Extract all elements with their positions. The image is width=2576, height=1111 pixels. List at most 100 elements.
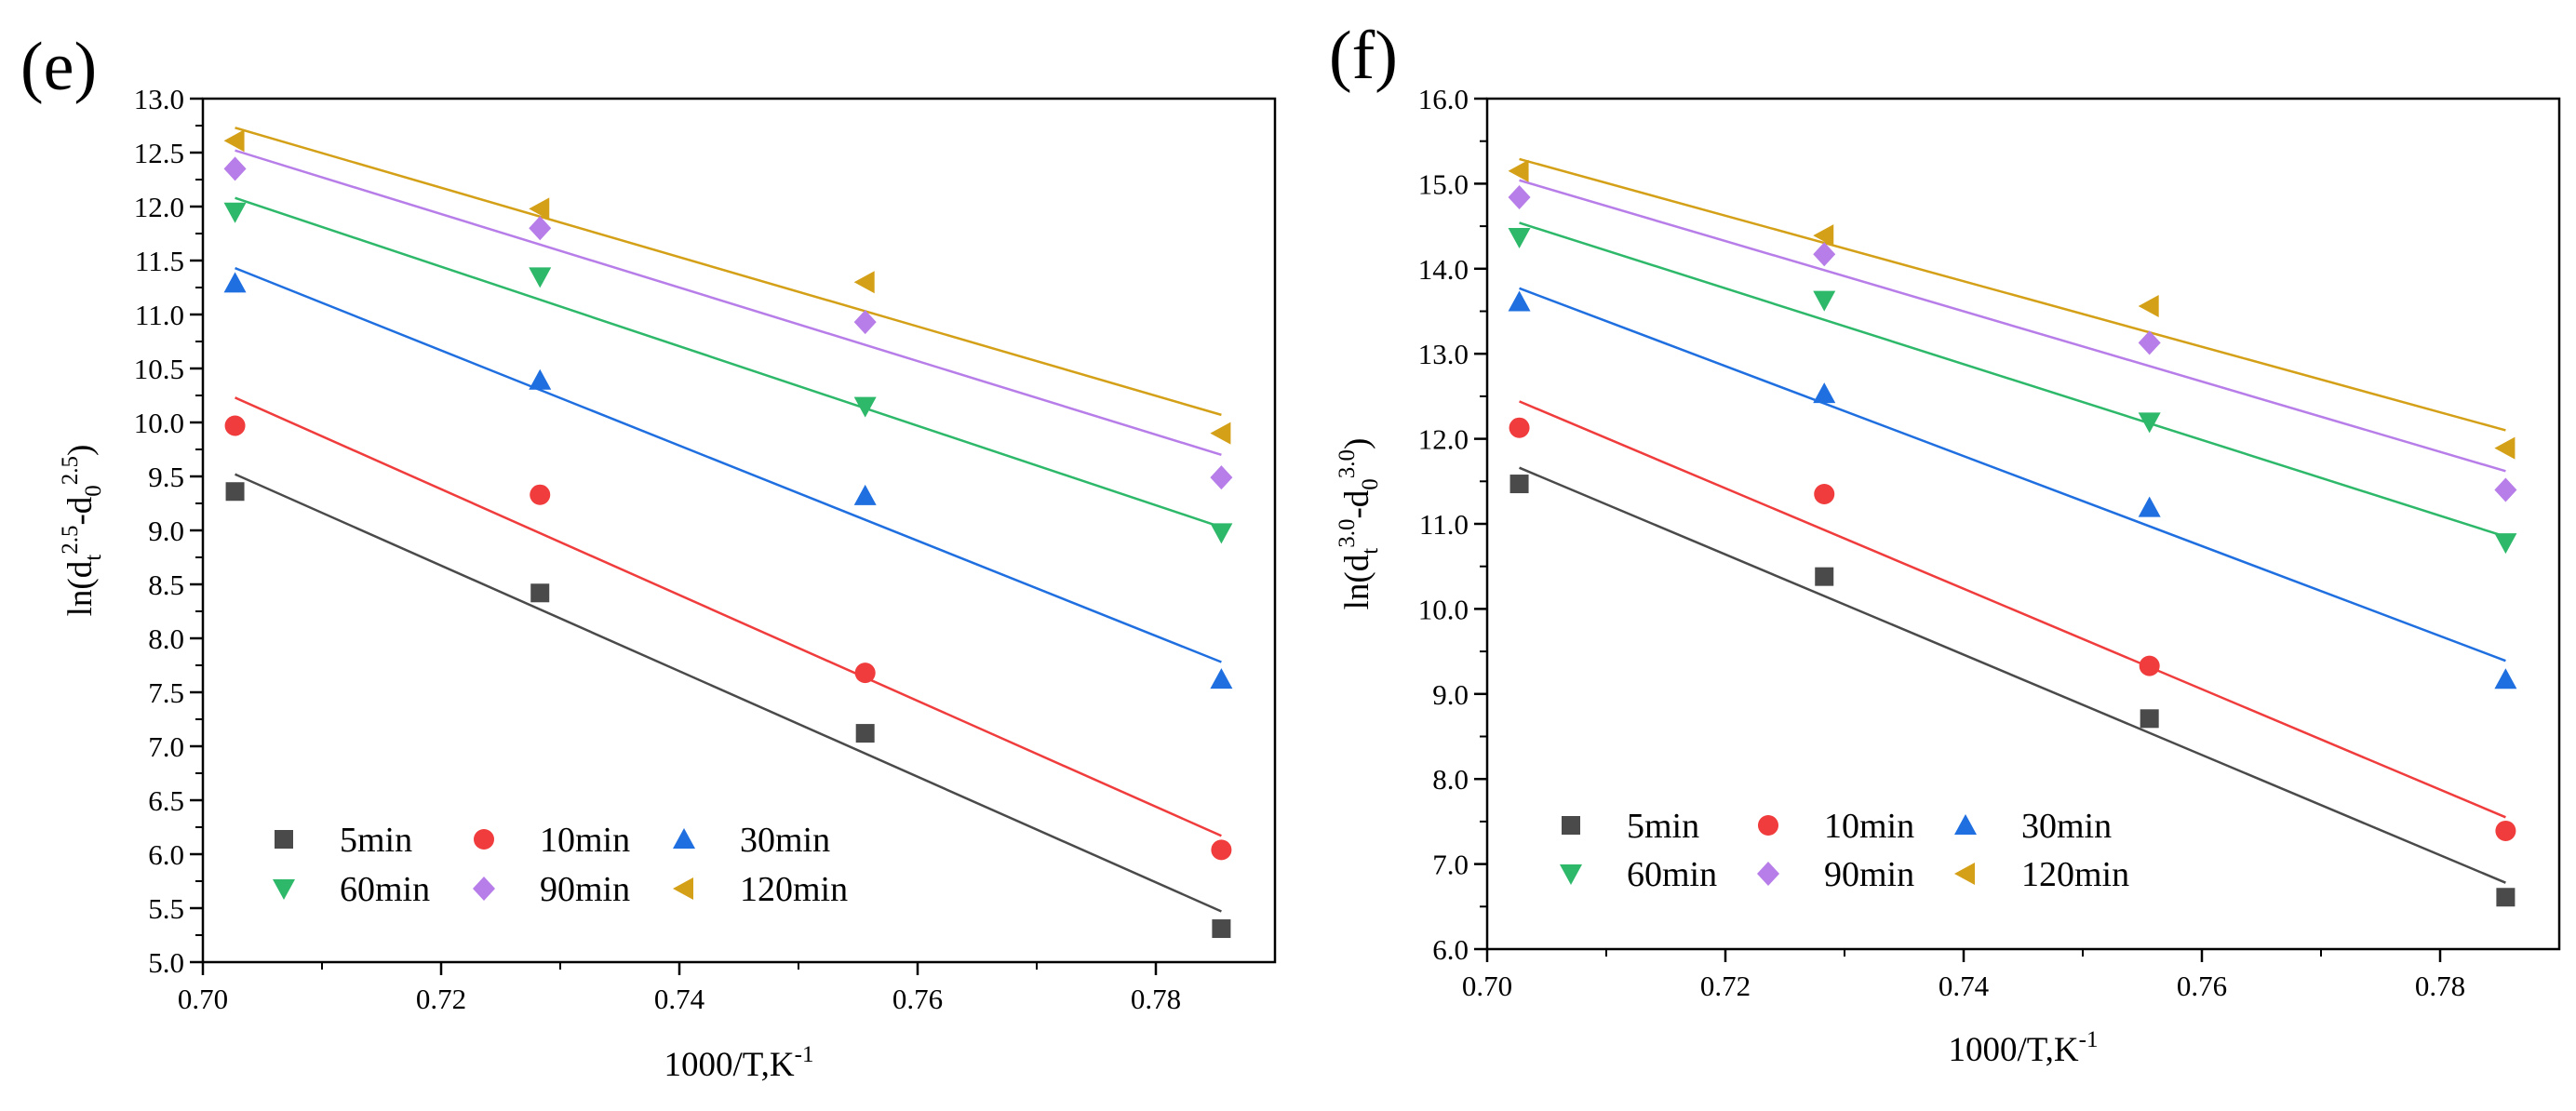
y-tick-label: 12.0 <box>1418 423 1469 456</box>
data-point-120min <box>1813 224 1834 248</box>
x-tick-label: 0.72 <box>1700 970 1751 1002</box>
legend-marker-5min <box>1562 816 1580 835</box>
legend-label-10min: 10min <box>540 821 630 860</box>
y-tick-label: 10.0 <box>1418 593 1469 625</box>
data-point-120min <box>2138 295 2159 318</box>
fit-line-120min <box>1519 157 2506 432</box>
data-point-120min <box>223 129 245 153</box>
y-tick-label: 14.0 <box>1418 253 1469 286</box>
data-point-60min <box>1813 290 1836 312</box>
data-point-10min <box>1211 839 1232 861</box>
data-point-5min <box>1212 919 1231 939</box>
y-tick-label: 7.0 <box>148 730 184 763</box>
data-point-90min <box>1508 185 1531 210</box>
y-title-part: ) <box>61 445 100 456</box>
fit-line-120min <box>235 127 1222 417</box>
x-tick-label: 0.72 <box>416 983 466 1015</box>
legend-label-90min: 90min <box>540 870 630 909</box>
fit-line-30min <box>235 266 1222 663</box>
data-point-5min <box>2496 888 2516 907</box>
y-tick-label: 13.0 <box>1418 338 1469 370</box>
panel-label: (e) <box>20 29 97 105</box>
data-point-30min <box>223 272 247 293</box>
y-tick-label: 12.5 <box>134 137 184 169</box>
data-point-10min <box>854 663 876 684</box>
data-point-5min <box>530 583 550 603</box>
data-point-30min <box>1813 382 1836 404</box>
y-tick-label: 8.0 <box>1432 763 1469 796</box>
y-title-sub: 0 <box>1358 478 1383 490</box>
data-point-120min <box>2494 436 2516 460</box>
legend-label-10min: 10min <box>1824 807 1914 846</box>
data-point-30min <box>2138 496 2161 517</box>
y-title-part: ) <box>1338 438 1376 449</box>
data-point-60min <box>1210 523 1233 544</box>
legend-marker-5min <box>275 830 293 849</box>
y-tick-label: 16.0 <box>1418 83 1469 115</box>
x-axis-title: 1000/T,K-1 <box>1949 1027 2099 1069</box>
data-point-30min <box>529 368 552 390</box>
data-point-10min <box>530 484 551 505</box>
x-axis-title-sup: -1 <box>795 1042 814 1067</box>
y-title-sup: 2.5 <box>58 526 83 555</box>
y-tick-label: 9.0 <box>1432 678 1469 711</box>
data-point-90min <box>529 216 552 241</box>
data-point-5min <box>855 724 875 743</box>
data-point-120min <box>1508 159 1529 182</box>
panel-e: (e) 0.70 0.72 0.74 0.76 0.78 5.0 5.5 6.0 6.5 7.0 7.… <box>20 29 1277 1084</box>
data-point-30min <box>1508 290 1531 312</box>
y-axis-title-group: ln(dt2.5-d02.5) <box>58 445 106 617</box>
y-tick-label: 8.0 <box>148 622 184 655</box>
data-point-90min <box>1210 465 1233 490</box>
y-tick-label: 6.0 <box>148 838 184 871</box>
legend-marker-90min <box>1757 862 1779 886</box>
data-point-5min <box>225 482 245 502</box>
x-tick-label: 0.74 <box>1939 970 1990 1002</box>
data-point-30min <box>2494 668 2517 689</box>
data-point-10min <box>2495 820 2516 841</box>
legend-marker-30min <box>1954 814 1977 835</box>
y-axis-title: ln(dt2.5-d02.5) <box>58 445 106 617</box>
x-axis-title-main: 1000/T,K <box>664 1046 795 1084</box>
fit-line-30min <box>1519 287 2506 663</box>
y-tick-label: 11.0 <box>1419 508 1469 541</box>
y-tick-label: 9.0 <box>148 515 184 547</box>
data-point-60min <box>853 396 877 418</box>
legend-label-5min: 5min <box>340 821 412 860</box>
legend-label-120min: 120min <box>740 870 848 909</box>
x-tick-label: 0.78 <box>1131 983 1181 1015</box>
legend-label-5min: 5min <box>1627 807 1699 846</box>
y-title-part: -d <box>61 496 100 525</box>
legend-marker-90min <box>473 877 495 901</box>
data-point-120min <box>1210 422 1231 445</box>
y-title-sup: 3.0 <box>1335 519 1360 548</box>
legend-label-30min: 30min <box>2021 807 2112 846</box>
data-point-60min <box>2494 533 2517 555</box>
y-title-part: -d <box>1338 489 1376 518</box>
data-point-10min <box>2139 655 2160 676</box>
x-tick-label: 0.74 <box>654 983 705 1015</box>
y-tick-label: 6.5 <box>148 784 184 817</box>
fit-line-10min <box>235 396 1222 837</box>
legend-label-90min: 90min <box>1824 855 1914 894</box>
y-axis-title-group: ln(dt3.0-d03.0) <box>1335 438 1383 610</box>
data-point-10min <box>1509 417 1530 438</box>
y-title-sub: 0 <box>81 485 106 497</box>
y-tick-label: 11.0 <box>135 299 184 331</box>
fit-line-5min <box>235 473 1222 913</box>
y-tick-label: 7.5 <box>148 676 184 709</box>
y-title-sup: 3.0 <box>1335 449 1360 478</box>
data-point-60min <box>2138 412 2161 434</box>
y-title-part: ln(d <box>61 560 100 616</box>
y-tick-label: 5.0 <box>148 946 184 979</box>
x-tick-label: 0.70 <box>178 983 228 1015</box>
fit-line-5min <box>1519 466 2506 884</box>
data-point-10min <box>1814 484 1835 505</box>
y-tick-label: 10.5 <box>134 353 184 385</box>
x-tick-label: 0.78 <box>2415 970 2465 1002</box>
data-point-90min <box>2138 330 2161 355</box>
y-title-sup: 2.5 <box>58 456 83 485</box>
x-tick-label: 0.76 <box>892 983 943 1015</box>
y-title-sub: t <box>1358 548 1383 555</box>
